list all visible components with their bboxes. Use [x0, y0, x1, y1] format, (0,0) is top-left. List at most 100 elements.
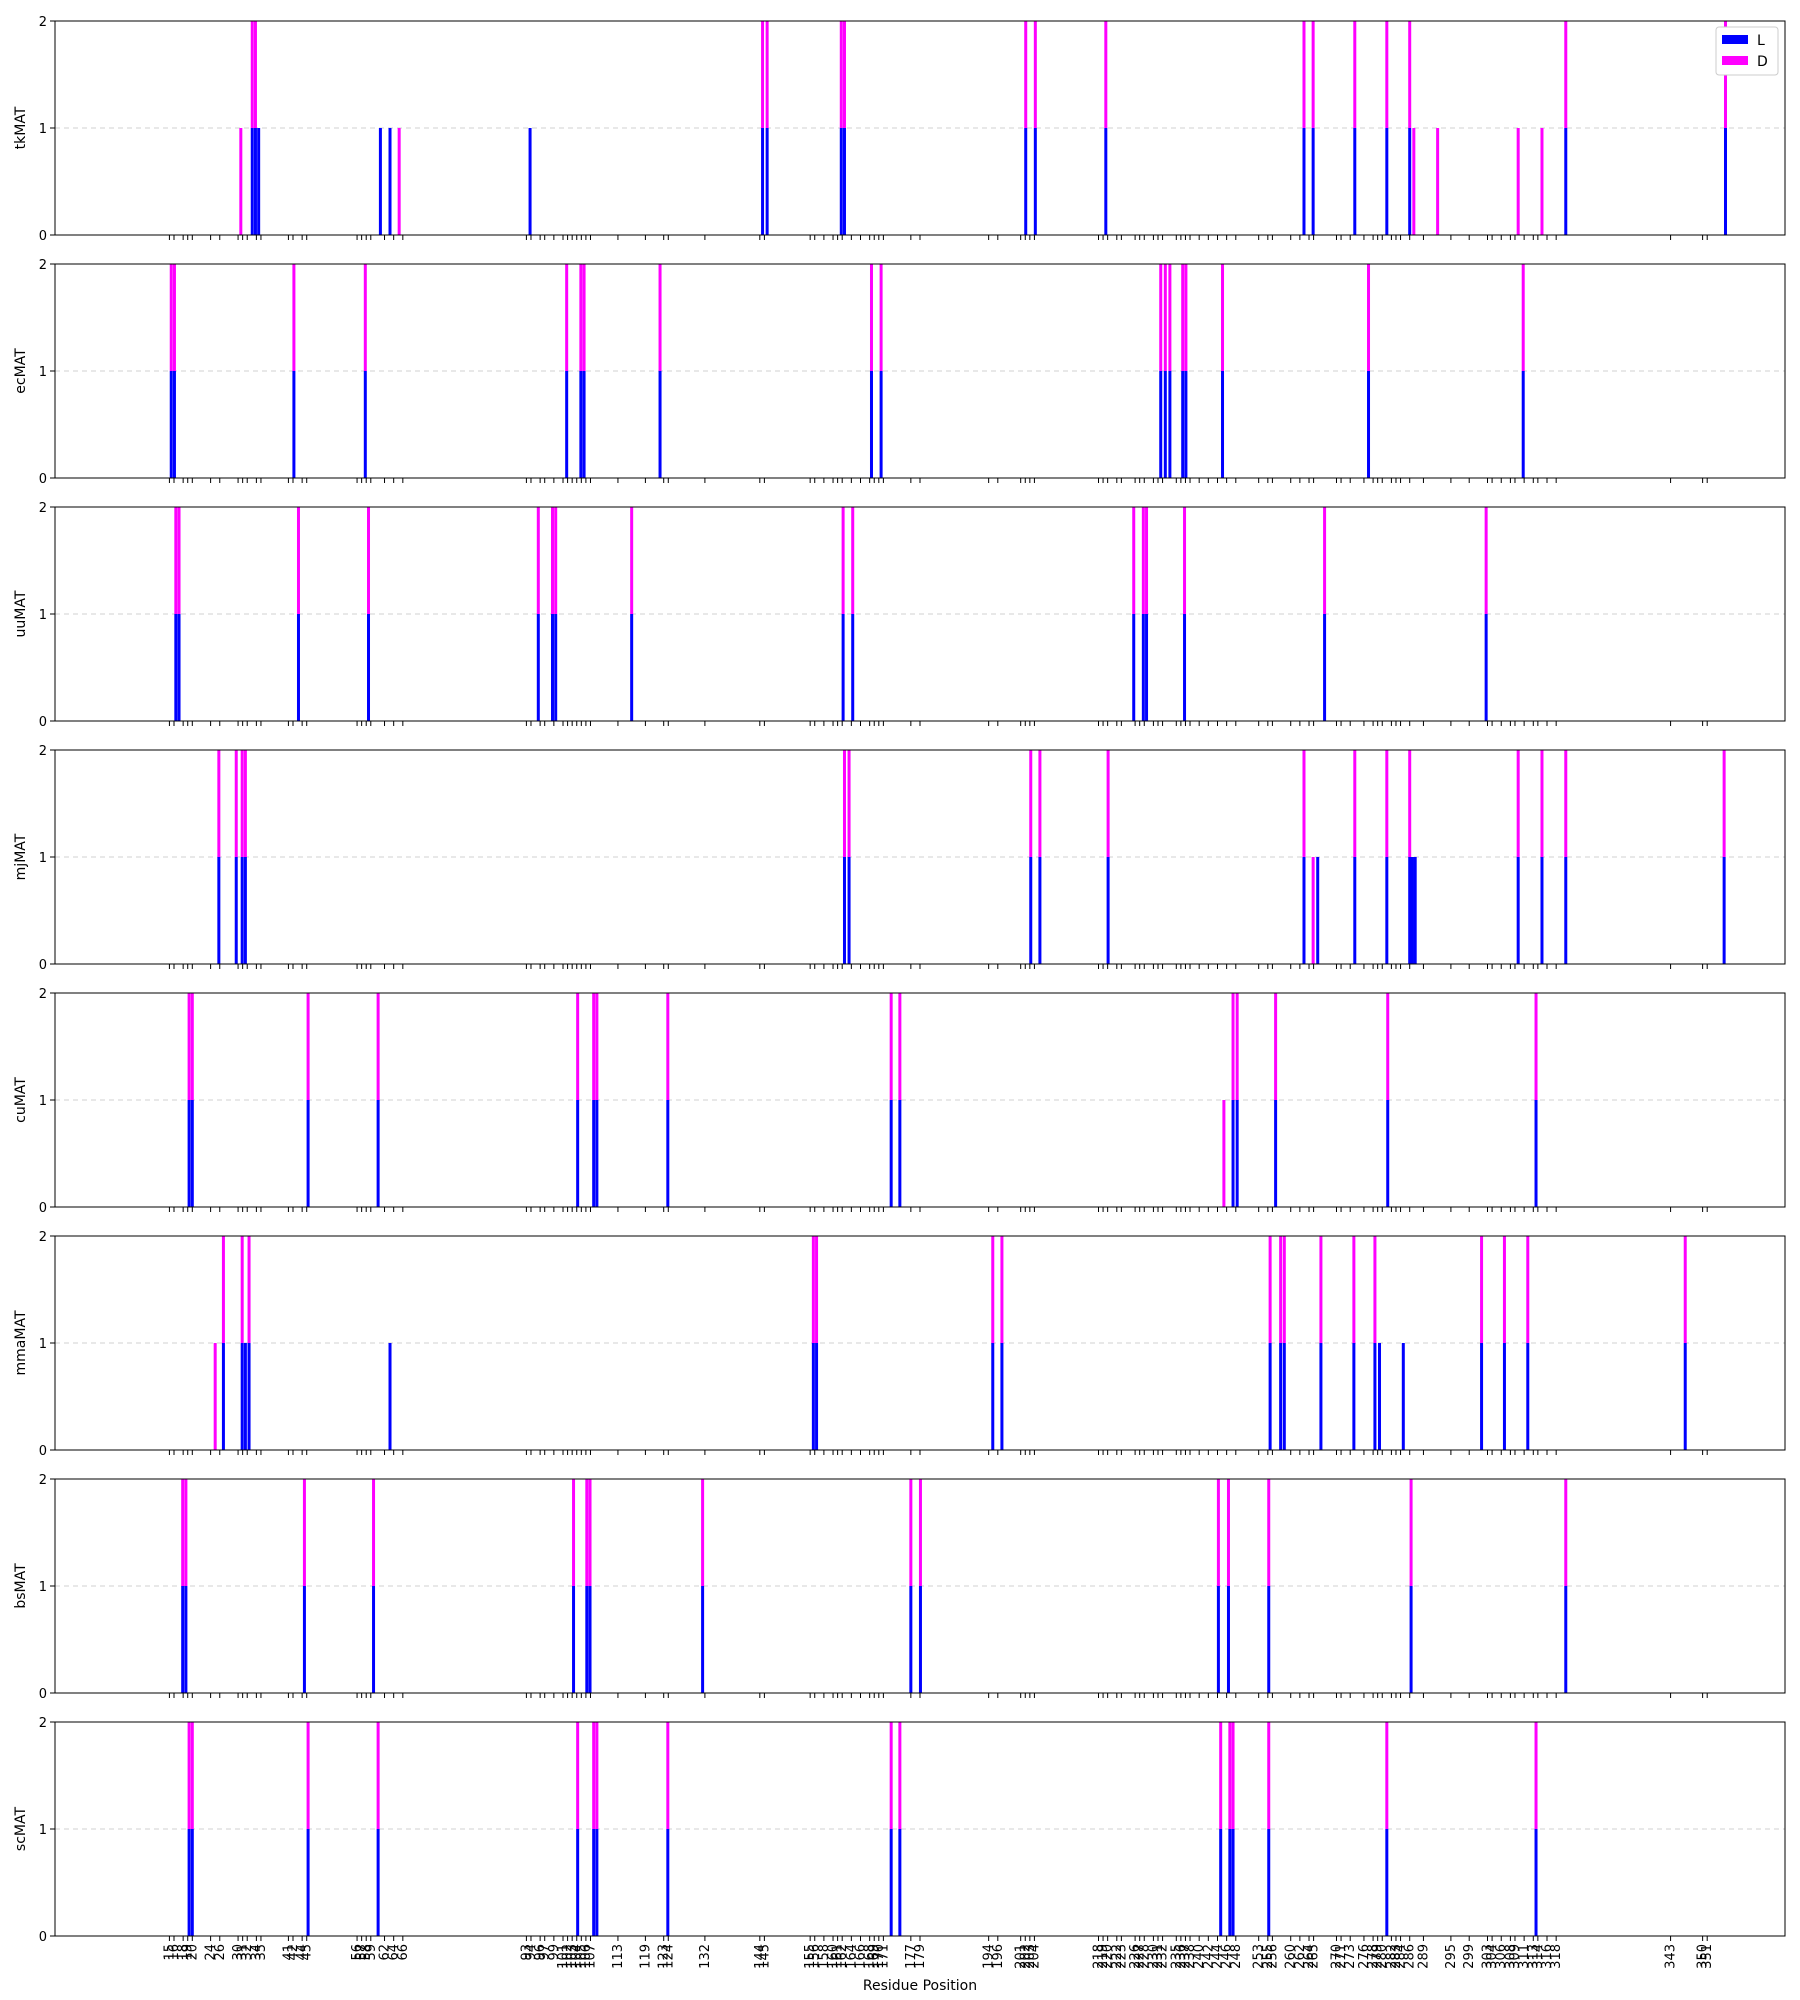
bar-D — [247, 1236, 251, 1343]
bar-D — [174, 507, 178, 614]
bar-D — [630, 507, 634, 614]
y-axis-label: tkMAT — [13, 106, 29, 149]
y-tick-label: 2 — [39, 501, 47, 516]
bar-D — [1534, 1722, 1538, 1829]
bar-L — [1502, 1343, 1506, 1450]
bar-L — [630, 614, 634, 721]
bar-D — [1168, 264, 1172, 371]
x-tick-label: 44 — [295, 1944, 310, 1961]
bar-L — [991, 1343, 995, 1450]
bar-L — [1235, 1100, 1239, 1207]
bar-L — [1302, 857, 1306, 964]
x-tick-label: 59 — [364, 1944, 379, 1961]
bar-D — [889, 1722, 893, 1829]
bar-L — [1516, 857, 1520, 964]
bar-D — [296, 507, 300, 614]
bar-L — [579, 371, 583, 478]
bar-D — [1183, 507, 1187, 614]
legend: LD — [1715, 26, 1779, 76]
bar-L — [1683, 1343, 1687, 1450]
y-tick-label: 1 — [39, 122, 47, 137]
bar-D — [187, 993, 191, 1100]
bar-D — [595, 1722, 599, 1829]
x-tick-label: 41 — [281, 1944, 296, 1961]
x-tick-label: 282 — [1384, 1944, 1399, 1969]
bar-D — [240, 750, 244, 857]
x-tick-label: 16 — [167, 1944, 182, 1961]
y-tick-label: 0 — [39, 715, 47, 730]
bar-D — [367, 507, 371, 614]
bar-L — [842, 128, 846, 235]
x-tick-label: 119 — [638, 1944, 653, 1969]
bar-D — [172, 264, 176, 371]
bar-D — [1219, 1722, 1223, 1829]
bar-D — [1282, 1236, 1286, 1343]
bar-D — [1231, 993, 1235, 1100]
bar-D — [177, 507, 181, 614]
bar-D — [991, 1236, 995, 1343]
bar-L — [306, 1829, 310, 1936]
bar-D — [592, 1722, 596, 1829]
bar-L — [1724, 128, 1728, 235]
panel-ecMAT: 0 1 2 ecMAT — [13, 258, 1786, 487]
bar-L — [879, 371, 883, 478]
bar-D — [579, 264, 583, 371]
bar-D — [1181, 264, 1185, 371]
panel-scMAT: 0 1 2 scMAT — [13, 1716, 1786, 1945]
bar-L — [187, 1829, 191, 1936]
bar-D — [1540, 128, 1544, 235]
bar-L — [250, 128, 254, 235]
y-tick-label: 0 — [39, 1444, 47, 1459]
x-tick-label: 105 — [574, 1944, 589, 1969]
bar-L — [1319, 1343, 1323, 1450]
x-tick-label: 42 — [286, 1944, 301, 1961]
bar-L — [1410, 857, 1414, 964]
x-tick-label: 58 — [359, 1944, 374, 1961]
bar-D — [1228, 1722, 1232, 1829]
bar-L — [851, 614, 855, 721]
bar-L — [582, 371, 586, 478]
bar-D — [1502, 1236, 1506, 1343]
bar-L — [1526, 1343, 1530, 1450]
bar-D — [847, 750, 851, 857]
bar-L — [1219, 1829, 1223, 1936]
bar-D — [851, 507, 855, 614]
x-tick-label: 265 — [1307, 1944, 1322, 1969]
bar-D — [1222, 1100, 1226, 1207]
bar-L — [1409, 1586, 1413, 1693]
bar-L — [184, 1586, 188, 1693]
bar-L — [1183, 614, 1187, 721]
bar-D — [658, 264, 662, 371]
bar-L — [1228, 1829, 1232, 1936]
x-tick-label: 19 — [181, 1944, 196, 1961]
x-tick-label: 278 — [1366, 1944, 1381, 1969]
bar-L — [234, 857, 238, 964]
y-axis-label: ecMAT — [13, 348, 29, 394]
x-tick-label: 238 — [1183, 1944, 1198, 1969]
x-tick-label: 218 — [1091, 1944, 1106, 1969]
y-tick-label: 2 — [39, 1716, 47, 1731]
x-tick-label: 123 — [657, 1944, 672, 1969]
x-tick-label: 171 — [876, 1944, 891, 1969]
bar-D — [909, 1479, 913, 1586]
bar-D — [765, 21, 769, 128]
y-tick-label: 0 — [39, 1201, 47, 1216]
bar-D — [1000, 1236, 1004, 1343]
y-axis-label: cuMAT — [13, 1077, 29, 1123]
bar-L — [1268, 1343, 1272, 1450]
bar-L — [1311, 128, 1315, 235]
x-tick-label: 276 — [1357, 1944, 1372, 1969]
bar-L — [221, 1343, 225, 1450]
x-tick-label: 107 — [583, 1944, 598, 1969]
bar-L — [378, 128, 382, 235]
legend-box — [1715, 26, 1779, 76]
bar-D — [1216, 1479, 1220, 1586]
x-tick-label: 204 — [1027, 1944, 1042, 1969]
bar-D — [190, 993, 194, 1100]
bar-L — [1413, 857, 1417, 964]
bar-D — [1412, 128, 1416, 235]
bar-L — [1038, 857, 1042, 964]
x-tick-label: 56 — [350, 1944, 365, 1961]
bar-L — [190, 1829, 194, 1936]
